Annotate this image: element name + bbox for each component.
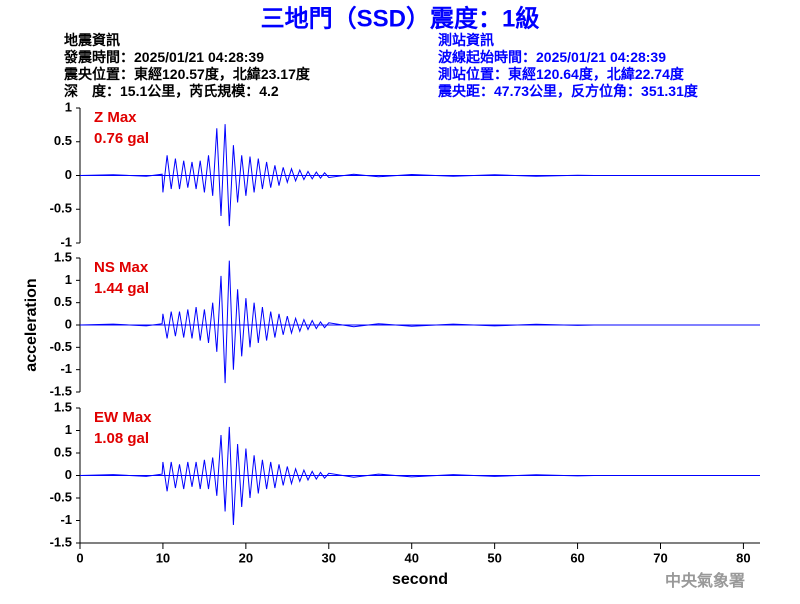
y-tick-label: -0.5 <box>50 339 72 354</box>
y-tick-label: -0.5 <box>50 489 72 504</box>
x-tick-label: 0 <box>76 550 83 565</box>
y-tick-label: 1 <box>65 422 72 437</box>
y-tick-label: 1 <box>65 272 72 287</box>
annotation: Z Max <box>94 109 137 126</box>
y-tick-label: -1 <box>60 361 72 376</box>
annotation: 1.44 gal <box>94 280 149 297</box>
info-line: 震央距：47.73公里，反方位角：351.31度 <box>437 83 699 99</box>
y-tick-label: -1.5 <box>50 534 72 549</box>
x-tick-label: 70 <box>653 550 667 565</box>
x-tick-label: 20 <box>239 550 253 565</box>
y-tick-label: 0 <box>65 167 72 182</box>
info-line: 地震資訊 <box>64 32 120 48</box>
info-line: 波線起始時間：2025/01/21 04:28:39 <box>438 49 666 65</box>
y-tick-label: 1 <box>65 99 72 114</box>
waveform <box>79 426 595 526</box>
y-tick-label: 1.5 <box>54 249 72 264</box>
x-tick-label: 40 <box>404 550 418 565</box>
x-axis-label: second <box>392 571 448 588</box>
y-tick-label: 0.5 <box>54 133 72 148</box>
y-axis-label: acceleration <box>23 278 40 371</box>
y-tick-label: 0 <box>65 316 72 331</box>
annotation: NS Max <box>94 259 149 276</box>
y-tick-label: -1.5 <box>50 383 72 398</box>
x-tick-label: 80 <box>736 550 750 565</box>
y-tick-label: -1 <box>60 512 72 527</box>
info-line: 測站位置：東經120.64度，北緯22.74度 <box>438 66 685 82</box>
y-tick-label: -0.5 <box>50 201 72 216</box>
x-tick-label: 30 <box>322 550 336 565</box>
info-line: 深 度：15.1公里，芮氏規模：4.2 <box>64 83 279 99</box>
waveform <box>79 260 595 384</box>
x-tick-label: 60 <box>570 550 584 565</box>
x-tick-label: 10 <box>156 550 170 565</box>
annotation: EW Max <box>94 409 152 426</box>
annotation: 0.76 gal <box>94 130 149 147</box>
chart-title: 三地門（SSD）震度：1級 <box>261 4 540 32</box>
y-tick-label: 0.5 <box>54 444 72 459</box>
waveform <box>79 124 595 227</box>
info-line: 發震時間：2025/01/21 04:28:39 <box>63 49 264 65</box>
footer: 中央氣象署 <box>665 571 745 590</box>
annotation: 1.08 gal <box>94 430 149 447</box>
info-line: 震央位置：東經120.57度，北緯23.17度 <box>63 66 311 82</box>
y-tick-label: 0.5 <box>54 294 72 309</box>
y-tick-label: 1.5 <box>54 399 72 414</box>
x-tick-label: 50 <box>487 550 501 565</box>
y-tick-label: -1 <box>60 234 72 249</box>
y-tick-label: 0 <box>65 467 72 482</box>
info-line: 測站資訊 <box>438 32 494 48</box>
